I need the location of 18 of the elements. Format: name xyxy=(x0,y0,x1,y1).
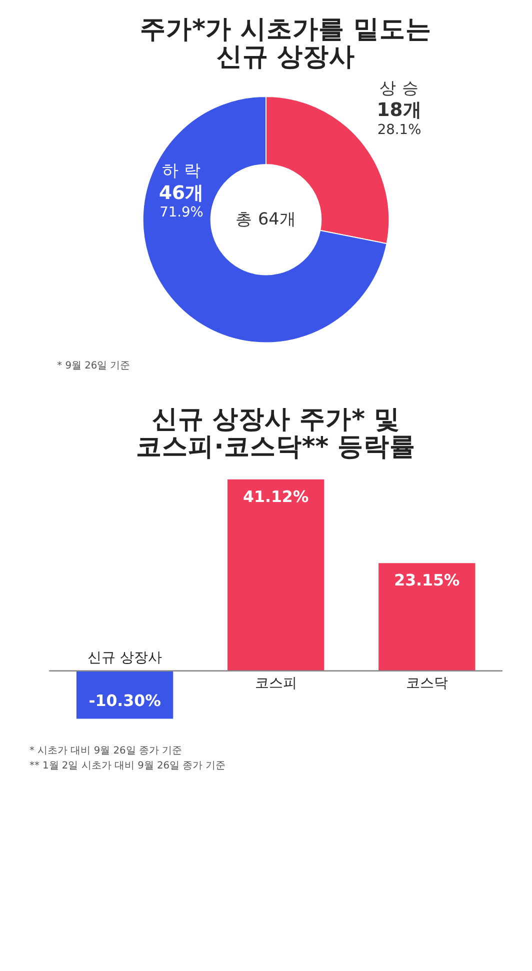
x-tick-label: 코스닥 xyxy=(406,676,448,692)
slice-label: 하 락 xyxy=(162,160,202,180)
text: 28.1% xyxy=(377,122,422,138)
slice-label: 상 승 xyxy=(380,77,419,98)
x-tick-label: 신규 상장사 xyxy=(88,650,162,666)
text: 71.9% xyxy=(160,204,204,221)
data-label: -10.30% xyxy=(88,691,162,710)
text: ** 1월 2일 시초가 대비 9월 26일 종가 기준 xyxy=(30,760,226,772)
data-label: 41.12% xyxy=(243,487,309,506)
chart-title: 주가*가 시초가를 밑도는 신규 상장사 xyxy=(140,14,432,72)
data-label: 23.15% xyxy=(394,570,460,590)
data-label: 18개 xyxy=(376,100,422,122)
chart-title: 신규 상장사 주가* 및 코스피·코스닥** 등락률 xyxy=(136,404,416,462)
data-label: 46개 xyxy=(158,182,204,204)
text: 총 64개 xyxy=(236,208,296,229)
text: * 9월 26일 기준 xyxy=(57,360,130,372)
text: * 시초가 대비 9월 26일 종가 기준 xyxy=(30,746,182,757)
x-tick-label: 코스피 xyxy=(254,676,297,692)
